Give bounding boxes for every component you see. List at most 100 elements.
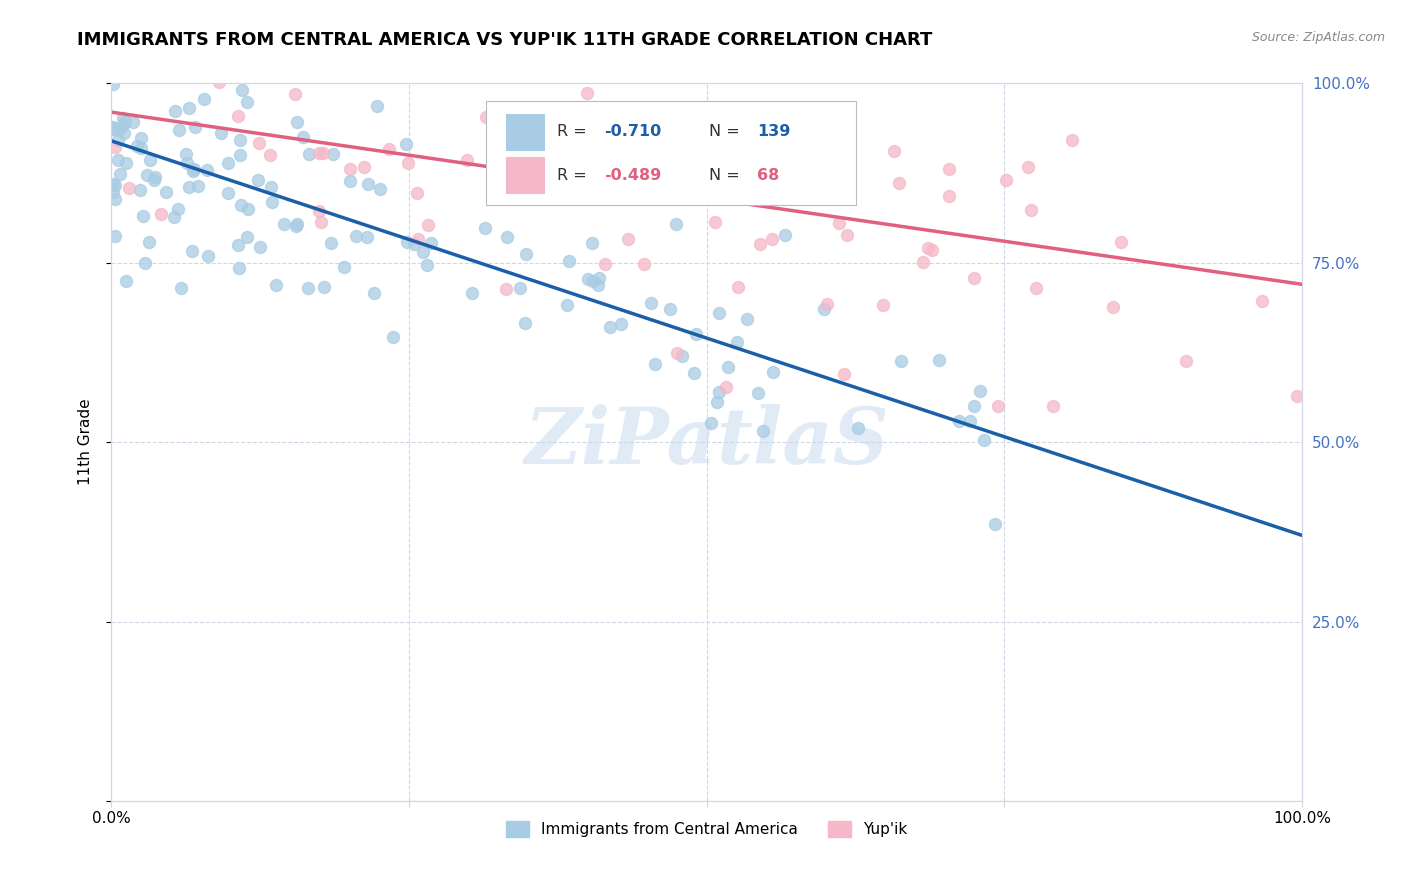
Point (408, 232, 430, 246)
Point (149, 40, 172, 54)
Point (735, 312, 758, 326)
Point (104, 140, 127, 154)
Point (174, 147, 197, 161)
Text: N =: N = (709, 124, 745, 139)
Point (683, 366, 706, 380)
Point (716, 380, 738, 394)
Point (226, 238, 249, 252)
Point (685, 326, 707, 341)
Point (588, 271, 610, 285)
Point (308, 204, 330, 219)
Point (101, 121, 124, 136)
Y-axis label: 11th Grade: 11th Grade (79, 399, 93, 485)
Point (322, 147, 344, 161)
Point (319, 235, 342, 250)
Point (247, 173, 270, 187)
Point (706, 395, 728, 409)
Point (357, 177, 380, 191)
Point (108, 167, 131, 181)
Point (523, 148, 546, 162)
Point (610, 317, 633, 331)
Point (416, 218, 439, 232)
FancyBboxPatch shape (506, 157, 544, 194)
Point (228, 261, 250, 276)
Point (177, 101, 200, 115)
Point (640, 295, 662, 310)
Point (685, 177, 707, 191)
Point (228, 147, 250, 161)
Point (101, 178, 124, 192)
Point (228, 132, 250, 146)
Point (118, 181, 141, 195)
Point (1111, 235, 1133, 250)
Point (298, 147, 321, 161)
Point (872, 298, 894, 312)
Point (959, 414, 981, 428)
Point (1102, 300, 1125, 314)
Point (184, 120, 207, 134)
Point (312, 279, 335, 293)
Point (495, 282, 517, 296)
Point (890, 354, 912, 368)
Point (122, 114, 145, 128)
Point (165, 104, 187, 119)
Point (370, 40, 392, 54)
Point (346, 228, 368, 243)
Point (114, 114, 136, 128)
Point (236, 95, 259, 109)
Point (183, 162, 205, 177)
Point (132, 209, 155, 223)
Point (197, 249, 219, 263)
Point (107, 153, 129, 167)
Point (984, 517, 1007, 532)
Point (751, 424, 773, 438)
Point (558, 253, 581, 268)
FancyBboxPatch shape (506, 113, 544, 150)
Point (963, 399, 986, 413)
Point (197, 163, 219, 178)
Point (231, 198, 253, 212)
Point (236, 229, 259, 244)
Point (1174, 353, 1197, 368)
Point (114, 42, 136, 56)
Point (134, 256, 156, 270)
Point (704, 215, 727, 229)
FancyBboxPatch shape (486, 102, 856, 205)
Text: -0.489: -0.489 (605, 168, 662, 183)
Point (114, 126, 136, 140)
Point (576, 272, 599, 286)
Point (402, 237, 425, 252)
Point (995, 173, 1018, 187)
Point (883, 144, 905, 158)
Point (108, 121, 131, 136)
Point (170, 281, 193, 295)
Point (928, 353, 950, 368)
Point (547, 189, 569, 203)
Point (396, 235, 419, 249)
Point (762, 366, 785, 380)
Point (815, 297, 838, 311)
Point (773, 227, 796, 242)
Point (461, 286, 484, 301)
Text: Source: ZipAtlas.com: Source: ZipAtlas.com (1251, 31, 1385, 45)
Point (167, 123, 190, 137)
Point (366, 99, 388, 113)
Point (405, 186, 427, 200)
Point (495, 230, 517, 244)
Point (1062, 133, 1084, 147)
Point (969, 384, 991, 398)
Point (309, 215, 332, 229)
Point (111, 119, 134, 133)
Text: 68: 68 (756, 168, 779, 183)
Point (887, 176, 910, 190)
Point (356, 229, 378, 244)
Point (136, 168, 159, 182)
Point (377, 142, 399, 156)
Point (149, 207, 172, 221)
Point (259, 147, 281, 161)
Point (297, 281, 319, 295)
Text: N =: N = (709, 168, 745, 183)
Point (125, 62, 148, 76)
Point (1021, 202, 1043, 217)
Text: R =: R = (557, 168, 592, 183)
